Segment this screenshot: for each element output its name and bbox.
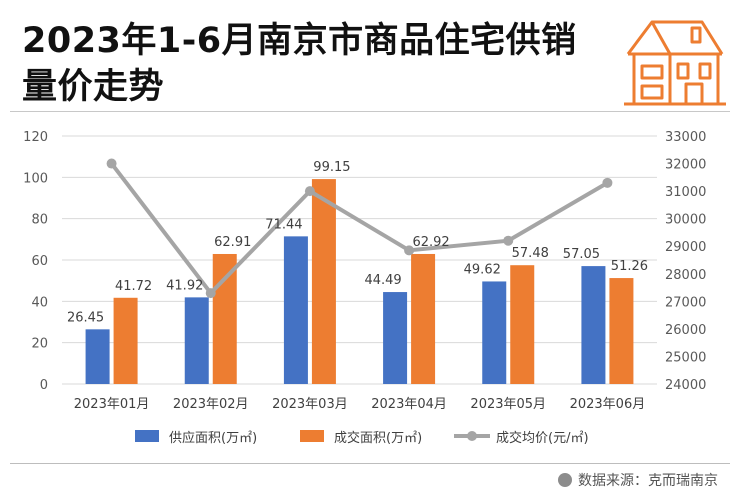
left-tick-label: 80 — [31, 213, 48, 228]
legend-swatch — [300, 430, 324, 442]
price-line — [106, 158, 613, 299]
x-tick-label: 2023年03月 — [272, 397, 348, 412]
price-line-path — [109, 162, 609, 297]
left-tick-label: 40 — [31, 295, 48, 310]
x-tick-label: 2023年06月 — [570, 397, 646, 412]
right-tick-label: 31000 — [665, 185, 706, 200]
right-axis: 24000 25000 26000 27000 28000 29000 30000 31000… — [665, 130, 706, 393]
price-point — [106, 158, 117, 169]
source-dot-icon — [558, 473, 572, 487]
right-tick-label: 29000 — [665, 240, 706, 255]
data-label: 44.49 — [364, 273, 401, 288]
deal-bar — [311, 179, 336, 384]
deal-bar — [510, 265, 535, 384]
x-tick-label: 2023年04月 — [371, 397, 447, 412]
source-note: 数据来源：克而瑞南京 — [558, 470, 718, 490]
title-divider — [10, 111, 730, 112]
data-label: 71.44 — [265, 217, 302, 232]
source-text: 数据来源：克而瑞南京 — [578, 473, 718, 489]
legend-label: 供应面积(万㎡) — [169, 430, 257, 446]
x-tick-label: 2023年01月 — [74, 397, 150, 412]
right-tick-label: 24000 — [665, 378, 706, 393]
right-tick-label: 27000 — [665, 295, 706, 310]
price-point — [304, 186, 315, 197]
right-tick-label: 30000 — [665, 213, 706, 228]
price-point — [602, 177, 613, 188]
data-label: 57.05 — [563, 247, 600, 262]
data-label: 51.26 — [611, 259, 648, 274]
supply-bar — [581, 266, 606, 384]
supply-bar — [283, 236, 308, 384]
bars — [85, 179, 634, 384]
left-tick-label: 120 — [23, 130, 48, 145]
supply-bar — [482, 281, 507, 384]
deal-bar — [113, 297, 138, 384]
deal-bar — [411, 253, 436, 384]
deal-bar — [212, 253, 237, 384]
left-tick-label: 0 — [40, 378, 48, 393]
price-point — [503, 235, 514, 246]
x-axis: 2023年01月 2023年02月 2023年03月 2023年04月 2023年05月… — [74, 397, 645, 412]
legend-marker — [467, 431, 477, 441]
right-tick-label: 32000 — [665, 158, 706, 173]
data-label: 49.62 — [464, 262, 501, 277]
data-label: 62.92 — [412, 235, 449, 250]
price-point — [404, 245, 415, 256]
footer-divider — [10, 463, 730, 464]
supply-bar — [85, 329, 110, 384]
data-labels: 26.45 41.92 71.44 44.49 49.62 57.05 41.72 62.91… — [67, 160, 648, 325]
chart-title: 2023年1-6月南京市商品住宅供销量价走势 — [22, 21, 577, 107]
deal-bar — [609, 278, 634, 384]
right-tick-label: 25000 — [665, 350, 706, 365]
legend: 供应面积(万㎡) 成交面积(万㎡) 成交均价(元/㎡) — [135, 430, 589, 446]
left-tick-label: 20 — [31, 337, 48, 352]
left-tick-label: 60 — [31, 254, 48, 269]
house-icon — [624, 20, 726, 106]
right-tick-label: 28000 — [665, 268, 706, 283]
supply-bar — [184, 297, 209, 384]
right-tick-label: 33000 — [665, 130, 706, 145]
x-tick-label: 2023年05月 — [470, 397, 546, 412]
legend-swatch — [135, 430, 159, 442]
supply-bar — [383, 292, 408, 384]
x-tick-label: 2023年02月 — [173, 397, 249, 412]
data-label: 41.72 — [115, 279, 152, 294]
data-label: 62.91 — [214, 235, 251, 250]
right-tick-label: 26000 — [665, 323, 706, 338]
left-tick-label: 100 — [23, 171, 48, 186]
price-point — [205, 288, 216, 299]
data-label: 57.48 — [512, 246, 549, 261]
data-label: 99.15 — [313, 160, 350, 175]
chart: 0 20 40 60 80 100 120 24000 25000 26000 27000 2800… — [23, 130, 706, 446]
legend-label: 成交面积(万㎡) — [334, 430, 422, 446]
data-label: 41.92 — [166, 278, 203, 293]
left-axis: 0 20 40 60 80 100 120 — [23, 130, 48, 393]
data-label: 26.45 — [67, 310, 104, 325]
legend-label: 成交均价(元/㎡) — [496, 430, 589, 446]
